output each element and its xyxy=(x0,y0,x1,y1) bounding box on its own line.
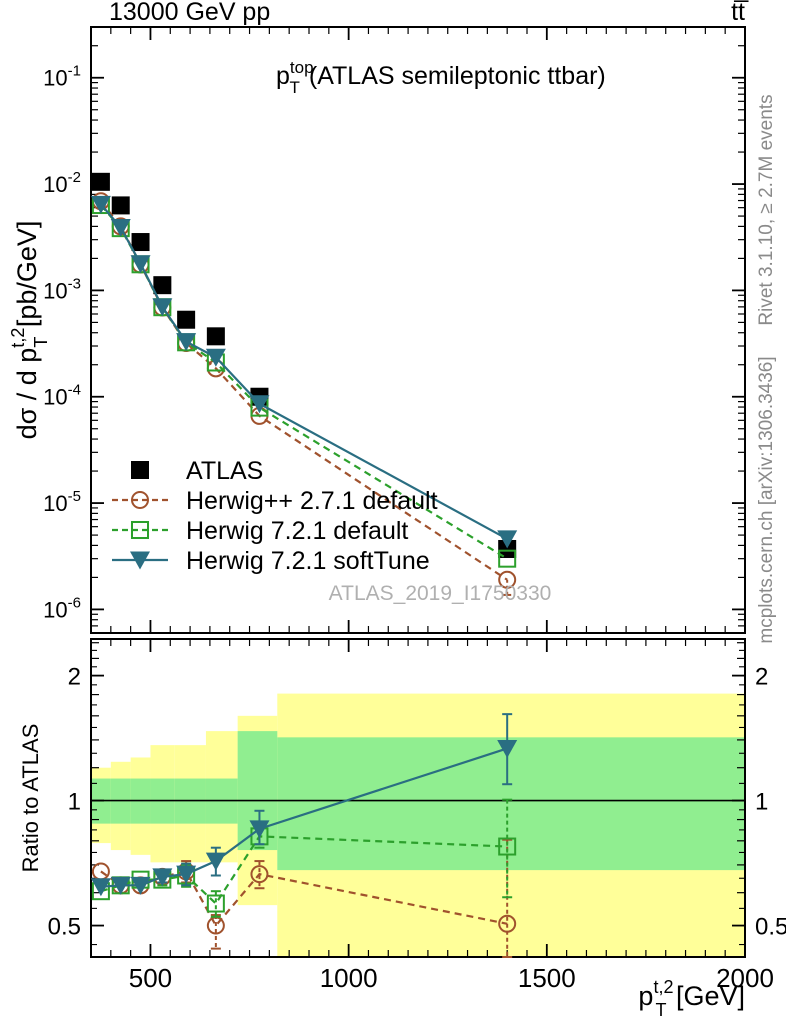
legend-label: Herwig 7.2.1 default xyxy=(186,517,408,545)
ratio-panel-frame xyxy=(90,638,746,958)
watermark-label: ATLAS_2019_I1750330 xyxy=(329,582,552,605)
legend-item-3[interactable]: Herwig 7.2.1 softTune xyxy=(112,547,430,575)
ratio-y-tick-label: 0.5 xyxy=(48,914,81,941)
marker-filled-square xyxy=(91,172,110,191)
side-label-top-text: Rivet 3.1.10, ≥ 2.7M events xyxy=(756,94,777,325)
marker-triangle-down xyxy=(205,348,226,367)
main-errorbar xyxy=(503,579,512,596)
legend-item-1[interactable]: Herwig++ 2.7.1 default xyxy=(112,487,438,515)
ratio-y-axis-label-text: Ratio to ATLAS xyxy=(18,724,43,873)
marker-triangle-down xyxy=(249,820,270,839)
ratio-series-2 xyxy=(90,713,518,897)
marker-filled-square xyxy=(131,461,149,479)
marker-open-square xyxy=(131,521,149,539)
marker-filled-square xyxy=(111,196,130,215)
ratio-series-group xyxy=(90,713,518,958)
header-left-label: 13000 GeV pp xyxy=(109,0,270,26)
side-label-bottom: mcplots.cern.ch [arXiv:1306.3436] xyxy=(756,356,777,643)
marker-filled-square xyxy=(206,327,225,346)
series-0 xyxy=(91,172,517,558)
marker-triangle-down xyxy=(176,333,197,352)
marker-open-square xyxy=(498,837,517,856)
legend-label: Herwig++ 2.7.1 default xyxy=(186,487,438,515)
marker-triangle-down xyxy=(152,298,173,317)
side-label-top: Rivet 3.1.10, ≥ 2.7M events xyxy=(756,94,777,325)
marker-open-circle xyxy=(498,914,517,933)
ratio-x-ticks xyxy=(110,639,746,957)
ratio-y-ticks xyxy=(91,642,745,946)
marker-open-circle xyxy=(250,865,269,884)
main-y-tick-label: 10-3 xyxy=(43,275,81,303)
ratio-y-tick-label-right: 0.5 xyxy=(755,914,786,941)
ratio-y-tick-label: 2 xyxy=(68,664,81,691)
x-tick-label: 1500 xyxy=(518,963,576,993)
marker-triangle-down xyxy=(205,852,226,871)
marker-triangle-down xyxy=(497,530,518,549)
marker-triangle-down xyxy=(497,739,518,758)
marker-triangle-down xyxy=(130,876,151,895)
marker-triangle-down xyxy=(249,395,270,414)
ratio-y-axis-label: Ratio to ATLAS xyxy=(18,724,43,873)
marker-triangle-down xyxy=(90,878,111,897)
main-y-tick-label: 10-1 xyxy=(43,63,81,91)
main-panel-frame xyxy=(90,26,746,634)
ratio-y-tick-label-right: 1 xyxy=(755,789,768,816)
plot-title-text: ptop T (ATLAS semileptonic ttbar) xyxy=(276,58,606,97)
ratio-y-tick-label-right: 2 xyxy=(755,664,768,691)
main-y-tick-label: 10-4 xyxy=(43,382,81,410)
legend-item-2[interactable]: Herwig 7.2.1 default xyxy=(112,517,408,545)
marker-open-square xyxy=(206,894,225,913)
main-x-ticks xyxy=(110,27,746,633)
marker-filled-square xyxy=(131,233,150,252)
x-tick-label: 1000 xyxy=(320,963,378,993)
marker-open-circle xyxy=(131,491,149,509)
legend-label: ATLAS xyxy=(186,457,263,485)
plot-title: ptop T (ATLAS semileptonic ttbar) xyxy=(276,58,606,97)
marker-triangle-down xyxy=(90,195,111,214)
uncertainty-bands xyxy=(91,693,745,957)
main-series-group xyxy=(90,172,518,596)
x-tick-label: 2000 xyxy=(716,963,774,993)
main-y-tick-label: 10-5 xyxy=(43,488,81,516)
marker-triangle-down xyxy=(176,865,197,884)
marker-filled-square xyxy=(498,539,517,558)
marker-filled-square xyxy=(177,310,196,329)
band-inner xyxy=(277,737,745,871)
marker-triangle-down xyxy=(130,255,151,274)
x-axis-label: pt,2 T [GeV] xyxy=(638,977,745,1020)
legend-item-0[interactable]: ATLAS xyxy=(131,457,263,485)
marker-triangle-down xyxy=(130,551,150,570)
side-label-bottom-text: mcplots.cern.ch [arXiv:1306.3436] xyxy=(756,356,777,643)
header-right-label: tt̅ xyxy=(731,0,749,26)
marker-triangle-down xyxy=(110,876,131,895)
marker-filled-square xyxy=(153,276,172,295)
x-tick-label: 500 xyxy=(129,963,172,993)
legend-label: Herwig 7.2.1 softTune xyxy=(186,547,430,575)
main-y-tick-label: 10-6 xyxy=(43,594,81,622)
main-y-tick-label: 10-2 xyxy=(43,169,81,197)
ratio-y-tick-label: 1 xyxy=(68,789,81,816)
marker-open-square xyxy=(498,549,517,568)
marker-triangle-down xyxy=(110,219,131,238)
marker-triangle-down xyxy=(152,868,173,887)
main-y-ticks xyxy=(91,45,745,634)
series-3 xyxy=(90,195,518,549)
